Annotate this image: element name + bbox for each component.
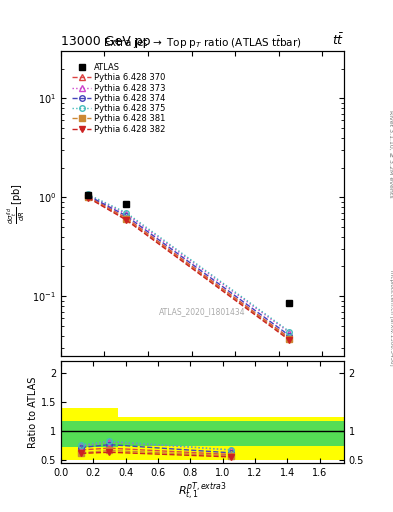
Y-axis label: $\frac{d\sigma^{fid}_{t}}{dR}$ [pb]: $\frac{d\sigma^{fid}_{t}}{dR}$ [pb] — [5, 183, 27, 224]
Legend: ATLAS, Pythia 6.428 370, Pythia 6.428 373, Pythia 6.428 374, Pythia 6.428 375, P: ATLAS, Pythia 6.428 370, Pythia 6.428 37… — [71, 61, 167, 135]
Text: $t\bar{t}$: $t\bar{t}$ — [332, 32, 344, 48]
Text: mcplots.cern.ch [arXiv:1306.3436]: mcplots.cern.ch [arXiv:1306.3436] — [389, 270, 393, 365]
Text: 13000 GeV pp: 13000 GeV pp — [61, 35, 151, 48]
Text: ATLAS_2020_I1801434: ATLAS_2020_I1801434 — [159, 307, 246, 316]
X-axis label: $R_{t,1}^{pT,extra3}$: $R_{t,1}^{pT,extra3}$ — [178, 481, 227, 503]
Y-axis label: Ratio to ATLAS: Ratio to ATLAS — [28, 376, 38, 448]
Text: Rivet 3.1.10, ≥ 3.2M events: Rivet 3.1.10, ≥ 3.2M events — [388, 110, 393, 198]
Title: Extra jet $\rightarrow$ Top p$_T$ ratio (ATLAS t$\bar{t}$bar): Extra jet $\rightarrow$ Top p$_T$ ratio … — [103, 35, 302, 51]
